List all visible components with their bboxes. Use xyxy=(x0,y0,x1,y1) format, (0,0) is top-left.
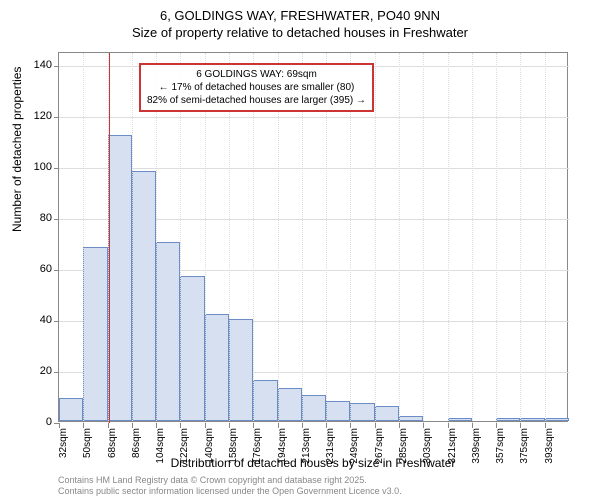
x-tick-label: 285sqm xyxy=(398,428,409,468)
plot-area: 6 GOLDINGS WAY: 69sqm← 17% of detached h… xyxy=(58,52,568,422)
histogram-bar xyxy=(132,171,156,421)
annotation-line-2: ← 17% of detached houses are smaller (80… xyxy=(147,81,366,94)
histogram-bar xyxy=(108,135,132,421)
y-tick-mark xyxy=(54,168,59,169)
x-tick-label: 267sqm xyxy=(374,428,385,468)
chart-title-main: 6, GOLDINGS WAY, FRESHWATER, PO40 9NN xyxy=(0,0,600,23)
x-tick-label: 194sqm xyxy=(277,428,288,468)
histogram-bar xyxy=(448,418,472,421)
footer-line-2: Contains public sector information licen… xyxy=(58,486,402,497)
y-tick-mark xyxy=(54,321,59,322)
x-gridline xyxy=(496,53,497,423)
histogram-bar xyxy=(83,247,107,421)
histogram-bar xyxy=(326,401,350,421)
histogram-bar xyxy=(520,418,544,421)
y-tick-label: 40 xyxy=(40,314,52,326)
x-tick-label: 213sqm xyxy=(301,428,312,468)
x-tick-label: 249sqm xyxy=(349,428,360,468)
x-tick-label: 104sqm xyxy=(155,428,166,468)
x-tick-label: 140sqm xyxy=(204,428,215,468)
y-axis-label: Number of detached properties xyxy=(10,67,24,232)
histogram-bar xyxy=(350,403,374,421)
histogram-bar xyxy=(229,319,253,421)
x-tick-label: 32sqm xyxy=(58,428,69,468)
chart-title-sub: Size of property relative to detached ho… xyxy=(0,23,600,40)
x-tick-label: 50sqm xyxy=(82,428,93,468)
x-gridline xyxy=(545,53,546,423)
histogram-bar xyxy=(278,388,302,421)
property-marker-line xyxy=(109,53,110,423)
y-tick-label: 140 xyxy=(34,59,52,71)
y-tick-label: 0 xyxy=(46,416,52,428)
x-gridline xyxy=(423,53,424,423)
y-tick-mark xyxy=(54,372,59,373)
x-tick-label: 68sqm xyxy=(107,428,118,468)
x-tick-label: 86sqm xyxy=(131,428,142,468)
y-gridline xyxy=(59,117,569,118)
chart-container: 6, GOLDINGS WAY, FRESHWATER, PO40 9NN Si… xyxy=(0,0,600,500)
y-tick-label: 100 xyxy=(34,161,52,173)
x-tick-label: 375sqm xyxy=(519,428,530,468)
annotation-box: 6 GOLDINGS WAY: 69sqm← 17% of detached h… xyxy=(139,63,374,112)
histogram-bar xyxy=(545,418,569,421)
x-gridline xyxy=(520,53,521,423)
y-tick-label: 20 xyxy=(40,365,52,377)
x-gridline xyxy=(472,53,473,423)
annotation-line-1: 6 GOLDINGS WAY: 69sqm xyxy=(147,68,366,81)
y-tick-mark xyxy=(54,219,59,220)
footer-line-1: Contains HM Land Registry data © Crown c… xyxy=(58,475,402,486)
histogram-bar xyxy=(253,380,277,421)
y-tick-label: 80 xyxy=(40,212,52,224)
x-tick-label: 393sqm xyxy=(544,428,555,468)
y-gridline xyxy=(59,168,569,169)
x-tick-label: 339sqm xyxy=(471,428,482,468)
histogram-bar xyxy=(496,418,520,421)
annotation-line-3: 82% of semi-detached houses are larger (… xyxy=(147,94,366,107)
x-gridline xyxy=(132,53,133,423)
y-tick-label: 120 xyxy=(34,110,52,122)
histogram-bar xyxy=(205,314,229,421)
y-tick-mark xyxy=(54,270,59,271)
x-tick-label: 122sqm xyxy=(179,428,190,468)
x-tick-label: 321sqm xyxy=(447,428,458,468)
x-tick-label: 158sqm xyxy=(228,428,239,468)
x-gridline xyxy=(375,53,376,423)
y-tick-label: 60 xyxy=(40,263,52,275)
x-tick-label: 231sqm xyxy=(325,428,336,468)
histogram-bar xyxy=(59,398,83,421)
y-tick-mark xyxy=(54,117,59,118)
histogram-bar xyxy=(156,242,180,421)
histogram-bar xyxy=(399,416,423,421)
x-gridline xyxy=(399,53,400,423)
histogram-bar xyxy=(180,276,204,421)
x-gridline xyxy=(448,53,449,423)
histogram-bar xyxy=(375,406,399,421)
x-gridline xyxy=(83,53,84,423)
histogram-bar xyxy=(302,395,326,421)
x-tick-label: 176sqm xyxy=(252,428,263,468)
y-tick-mark xyxy=(54,66,59,67)
x-tick-label: 357sqm xyxy=(495,428,506,468)
footer-attribution: Contains HM Land Registry data © Crown c… xyxy=(58,475,402,497)
x-tick-label: 303sqm xyxy=(422,428,433,468)
